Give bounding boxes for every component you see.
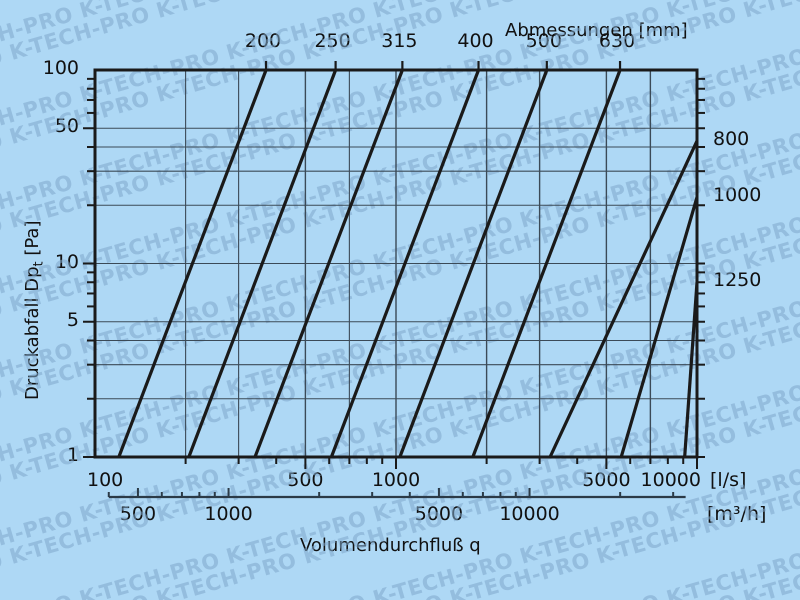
dimension-label-630: 630 — [598, 30, 636, 52]
x-tick-label-100: 100 — [87, 469, 124, 491]
secondary-x-axis — [107, 488, 686, 499]
series-line-800 — [548, 140, 699, 458]
y-tick-label-100: 100 — [42, 57, 79, 79]
dimension-label-500: 500 — [525, 30, 562, 52]
dimension-label-250: 250 — [314, 30, 351, 52]
series-lines — [117, 69, 699, 458]
y-tick-label-1: 1 — [66, 444, 79, 466]
x2-tick-label-10000: 10000 — [499, 503, 560, 525]
dimension-label-315: 315 — [381, 30, 418, 52]
y-tick-label-10: 10 — [54, 250, 79, 273]
y-tick-label-5: 5 — [66, 308, 79, 331]
x-axis-unit-liters: [l/s] — [710, 469, 747, 491]
dimension-label-800: 800 — [713, 127, 750, 150]
dimension-label-1250: 1250 — [713, 269, 762, 292]
series-line-400 — [329, 69, 481, 458]
top-axis-title: Abmessungen [mm] — [505, 20, 688, 41]
x-axis-unit-cubicmeters: [m³/h] — [707, 503, 767, 525]
x2-tick-label-500: 500 — [119, 503, 157, 525]
series-line-1250 — [683, 282, 699, 458]
x-axis-title: Volumendurchfluß q — [300, 535, 481, 556]
y-tick-label-50: 50 — [54, 115, 79, 138]
x-tick-label-1000: 1000 — [371, 469, 421, 491]
x-tick-label-500: 500 — [287, 469, 324, 491]
dimension-label-1000: 1000 — [713, 184, 762, 207]
dimension-label-400: 400 — [457, 30, 494, 52]
series-line-630 — [471, 69, 622, 458]
x-tick-label-5000: 5000 — [582, 469, 631, 491]
x2-tick-label-5000: 5000 — [414, 503, 464, 525]
x2-tick-label-1000: 1000 — [204, 503, 253, 525]
series-line-200 — [117, 69, 268, 458]
series-line-500 — [398, 69, 549, 458]
series-line-315 — [253, 69, 404, 458]
axis-ticks — [83, 61, 705, 469]
dimension-label-200: 200 — [244, 30, 282, 52]
series-line-1000 — [619, 196, 699, 458]
gridlines — [95, 70, 697, 457]
series-line-250 — [187, 69, 338, 458]
x-tick-label-10000: 10000 — [640, 469, 701, 491]
